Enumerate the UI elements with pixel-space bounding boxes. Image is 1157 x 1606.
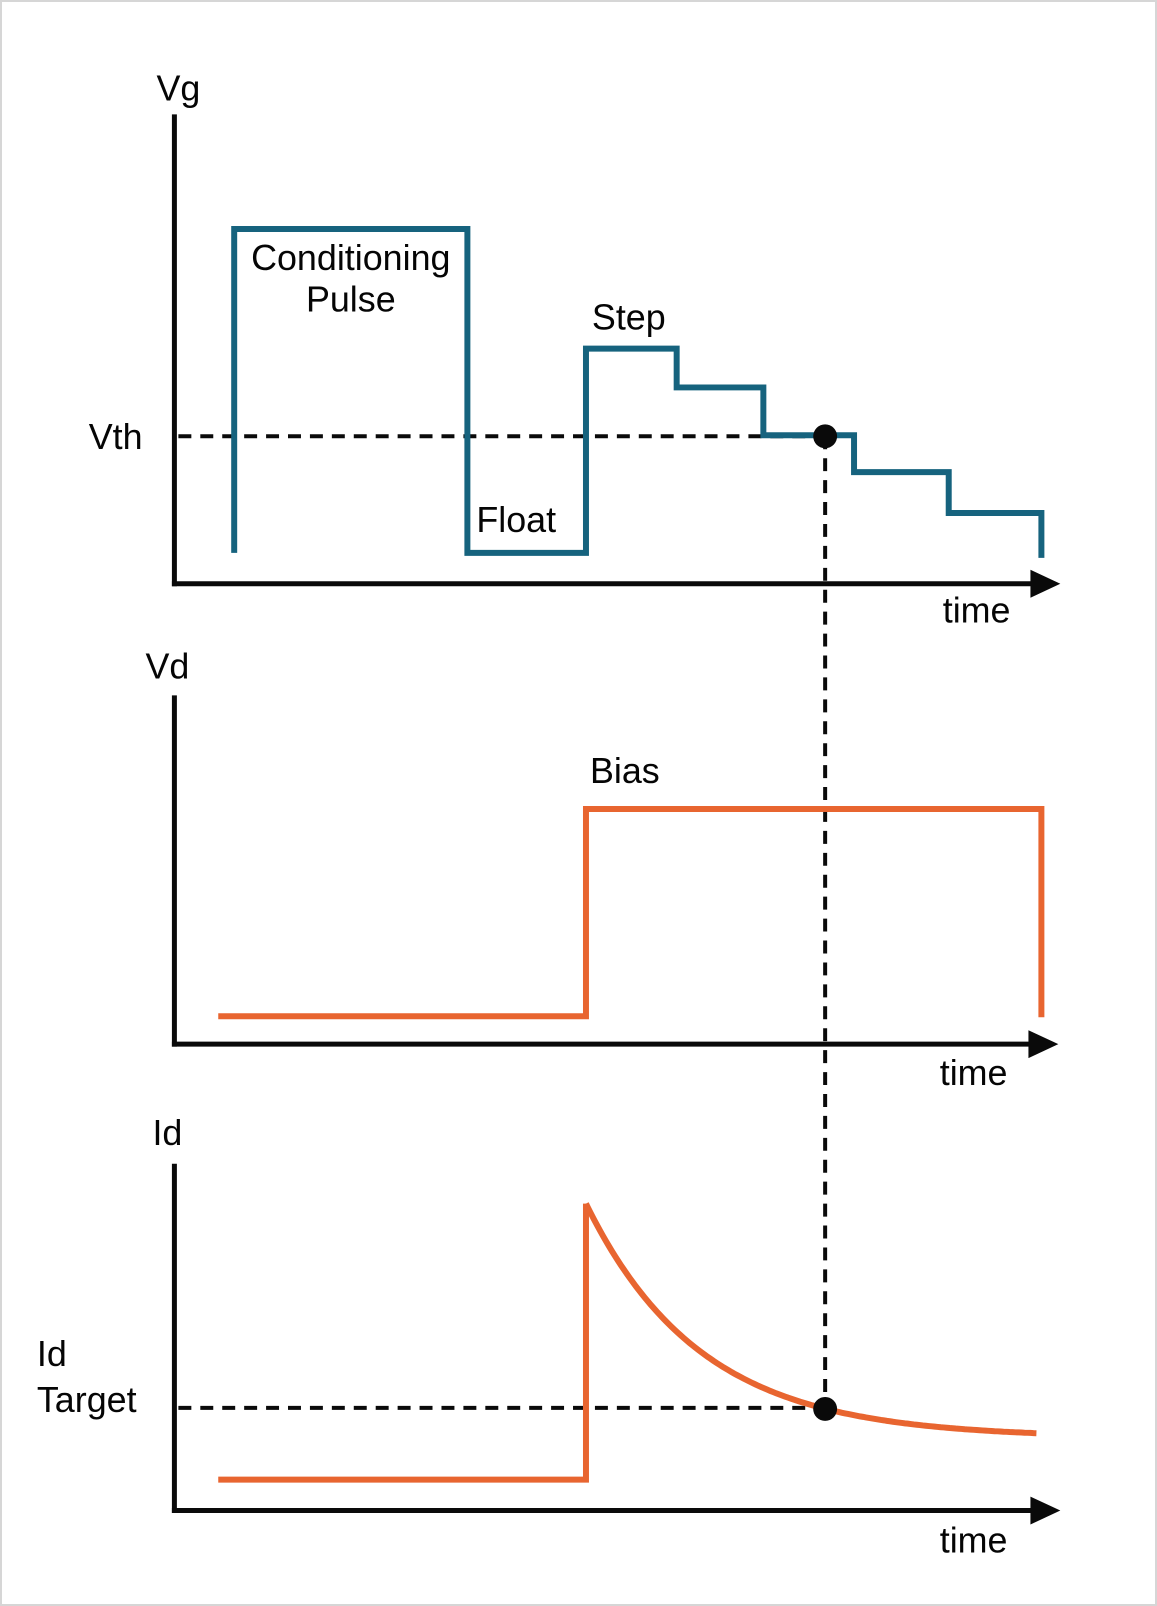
vg-x-axis-arrowhead-icon (1030, 569, 1061, 598)
float-label: Float (476, 500, 556, 540)
vg-marker-dot (813, 424, 838, 449)
vg-waveform (231, 226, 1045, 558)
id-waveform (218, 1203, 589, 1483)
vg-y-axis-label: Vg (156, 68, 200, 108)
bias-label: Bias (590, 751, 660, 791)
id-decay-curve (583, 1202, 1037, 1437)
vd-waveform (218, 805, 1045, 1020)
vd-y-axis-label: Vd (145, 646, 189, 686)
vth-label: Vth (89, 417, 143, 457)
conditioning-pulse-label-line2: Pulse (306, 280, 396, 320)
id-marker-dot (813, 1396, 838, 1421)
id-x-axis-arrowhead-icon (1030, 1496, 1061, 1525)
vd-x-axis-arrowhead-icon (1028, 1030, 1059, 1059)
vg-time-axis-label: time (943, 591, 1011, 631)
id-time-axis-label: time (940, 1520, 1008, 1560)
conditioning-pulse-label-line1: Conditioning (251, 238, 450, 278)
id-target-label-line2: Target (37, 1380, 137, 1420)
step-label: Step (592, 298, 666, 338)
vd-time-axis-label: time (940, 1053, 1008, 1093)
id-y-axis-label: Id (152, 1113, 182, 1153)
id-target-label-line1: Id (37, 1334, 67, 1374)
